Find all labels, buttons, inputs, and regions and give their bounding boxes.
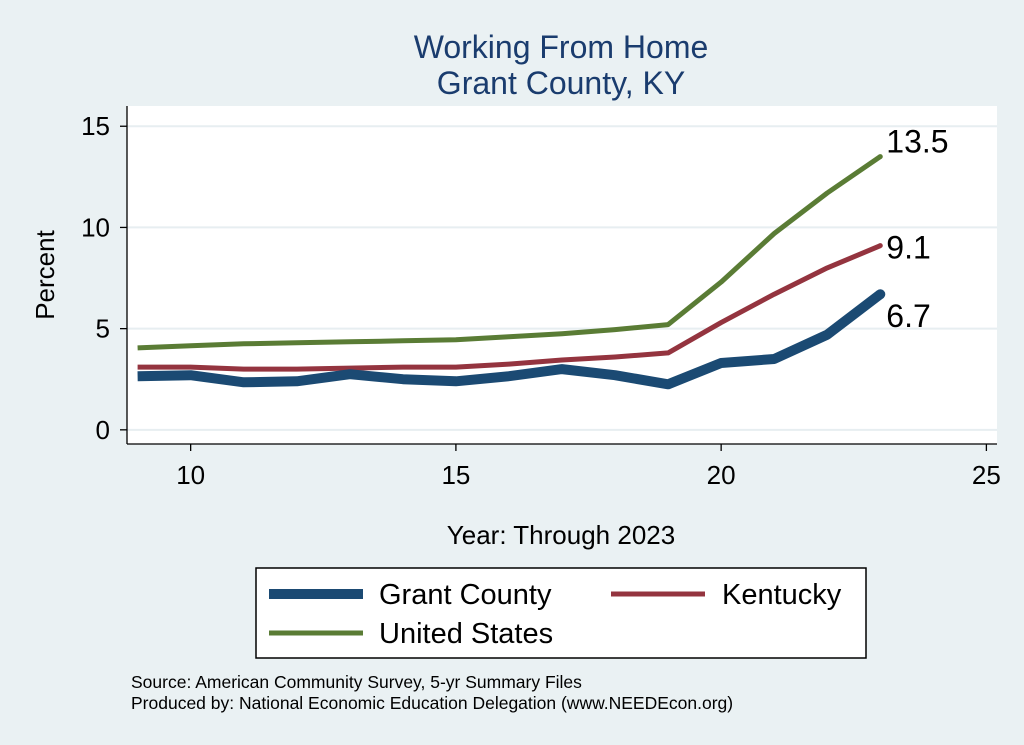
x-tick-label-20: 20 — [707, 460, 736, 490]
series-line-grant-county — [137, 290, 884, 390]
legend-label-united-states: United States — [379, 618, 553, 650]
series-lines — [137, 154, 886, 390]
x-tick-label-15: 15 — [441, 460, 470, 490]
y-tick-label-0: 0 — [96, 415, 110, 445]
x-tick-label-25: 25 — [972, 460, 1001, 490]
legend-label-kentucky: Kentucky — [722, 579, 842, 611]
x-axis-title: Year: Through 2023 — [447, 520, 675, 550]
y-tick-label-15: 15 — [81, 111, 110, 141]
chart-title-line-1: Working From Home — [414, 29, 709, 65]
series-line-kentucky — [137, 243, 882, 372]
data-label-grant-county: 6.7 — [886, 298, 930, 334]
data-label-united-states: 13.5 — [886, 124, 948, 160]
y-tick-label-10: 10 — [81, 212, 110, 242]
grid-lines — [127, 125, 997, 431]
legend-label-grant-county: Grant County — [379, 579, 552, 611]
legend-box — [255, 567, 867, 659]
axes: 0 5 10 15 10 15 20 25 — [81, 106, 1001, 490]
y-tick-label-5: 5 — [96, 314, 110, 344]
series-endpoint-united-states — [877, 154, 883, 160]
chart-title-line-2: Grant County, KY — [437, 65, 685, 101]
producer-note: Produced by: National Economic Education… — [131, 693, 733, 713]
x-tick-label-10: 10 — [176, 460, 205, 490]
y-axis-title: Percent — [30, 229, 60, 319]
data-label-kentucky: 9.1 — [886, 230, 930, 266]
legend: Grant County Kentucky United States — [255, 567, 867, 659]
series-endpoint-grant-county — [875, 289, 886, 300]
data-labels: 6.7 9.1 13.5 — [886, 124, 948, 335]
source-note: Source: American Community Survey, 5-yr … — [131, 672, 582, 692]
series-line-united-states — [137, 154, 882, 351]
plot-area — [127, 106, 997, 444]
series-endpoint-kentucky — [877, 243, 883, 249]
